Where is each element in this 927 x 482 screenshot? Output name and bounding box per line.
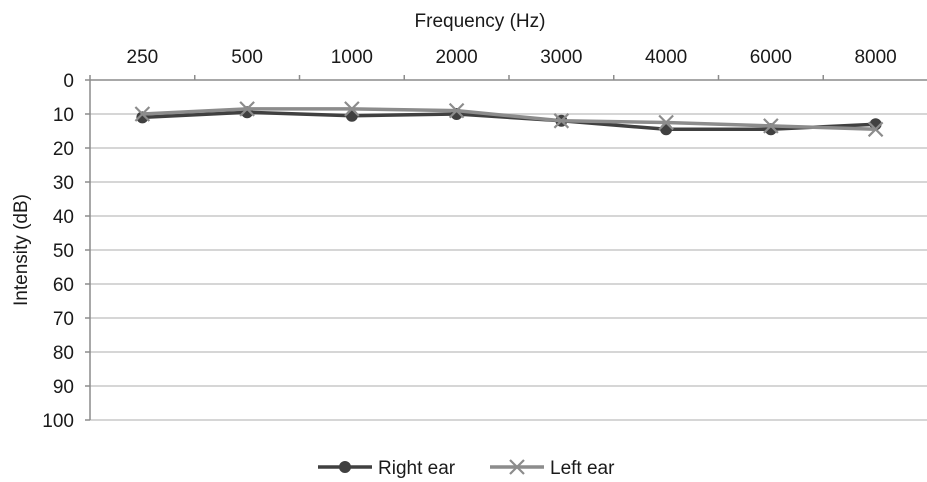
series-layer xyxy=(134,101,884,138)
data-point xyxy=(867,121,884,138)
data-point xyxy=(658,114,674,131)
gridlines xyxy=(90,113,927,421)
y-tick-label: 100 xyxy=(42,411,74,432)
legend-item: Left ear xyxy=(490,458,615,479)
legend-item: Right ear xyxy=(318,458,456,479)
data-point xyxy=(553,113,570,129)
x-tick-label: 250 xyxy=(127,47,159,68)
data-point xyxy=(134,106,151,122)
y-tick-label: 50 xyxy=(53,241,74,262)
legend-label: Right ear xyxy=(378,458,456,479)
y-tick-label: 0 xyxy=(63,71,74,92)
data-point xyxy=(448,102,465,119)
y-tick-label: 70 xyxy=(53,309,74,330)
legend-label: Left ear xyxy=(550,458,615,479)
data-point xyxy=(509,459,525,475)
data-point xyxy=(239,101,255,117)
data-point xyxy=(344,101,360,117)
x-axis-title: Frequency (Hz) xyxy=(415,11,546,32)
x-tick-label: 1000 xyxy=(331,47,373,68)
y-tick-label: 60 xyxy=(53,275,74,296)
series-line xyxy=(142,107,876,132)
x-tick-label: 3000 xyxy=(540,47,582,68)
y-tick-label: 30 xyxy=(53,173,74,194)
axes xyxy=(85,75,927,421)
series-left-ear xyxy=(134,101,884,138)
y-tick-label: 20 xyxy=(53,139,74,160)
data-point xyxy=(763,118,779,134)
x-tick-label: 500 xyxy=(231,47,263,68)
y-tick-label: 40 xyxy=(53,207,74,228)
x-tick-label: 6000 xyxy=(750,47,792,68)
x-tick-label: 4000 xyxy=(645,47,687,68)
y-tick-label: 10 xyxy=(53,105,74,126)
y-tick-labels: 0 10 20 30 40 50 60 70 80 90 100 xyxy=(42,71,74,432)
x-tick-label: 2000 xyxy=(435,47,477,68)
data-point xyxy=(339,461,351,473)
y-tick-label: 90 xyxy=(53,377,74,398)
x-tick-label: 8000 xyxy=(854,47,896,68)
x-tick-labels: 250 500 1000 2000 3000 4000 6000 8000 xyxy=(127,47,897,68)
legend: Right ear Left ear xyxy=(318,458,615,479)
y-axis-title: Intensity (dB) xyxy=(11,194,32,306)
y-tick-label: 80 xyxy=(53,343,74,364)
